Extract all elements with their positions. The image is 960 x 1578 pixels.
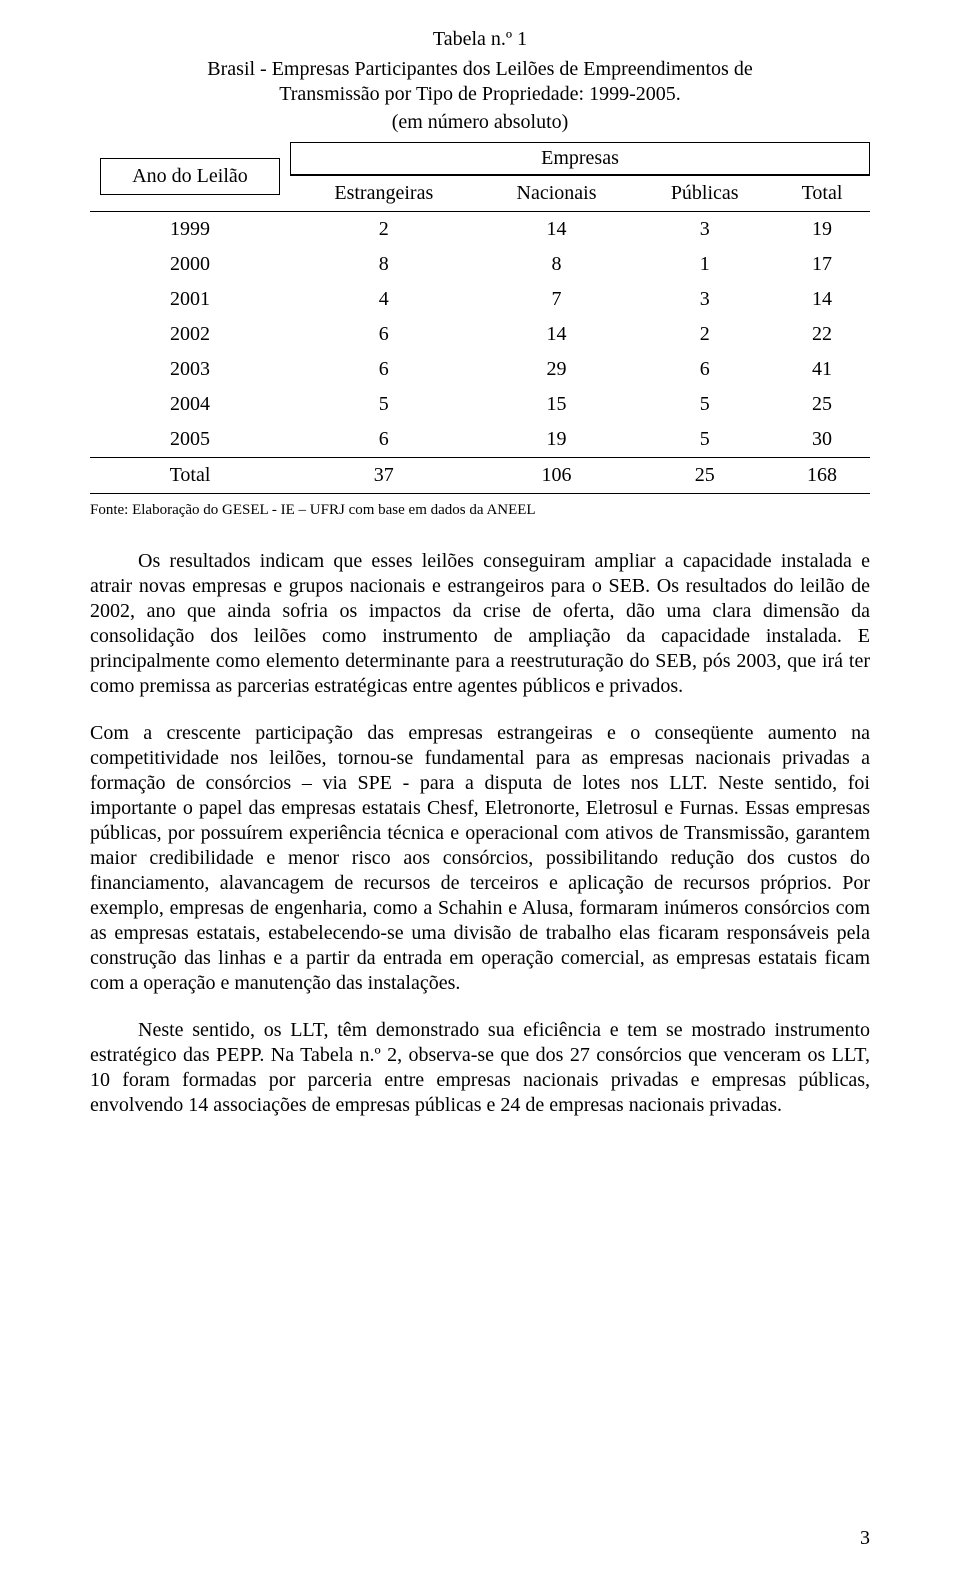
total-row: Total 37 106 25 168 [90,458,870,494]
group-header-label: Empresas [290,142,870,175]
row-header-label: Ano do Leilão [100,158,280,195]
value-cell: 2 [635,317,774,352]
value-cell: 19 [478,422,636,458]
value-cell: 14 [774,282,870,317]
value-cell: 41 [774,352,870,387]
total-cell: 168 [774,458,870,494]
value-cell: 8 [290,247,478,282]
table-note: (em número absoluto) [90,111,870,134]
row-header-cell: Ano do Leilão [90,142,290,212]
value-cell: 7 [478,282,636,317]
value-cell: 6 [290,352,478,387]
table-row: 2003 6 29 6 41 [90,352,870,387]
value-cell: 6 [290,317,478,352]
col-header: Nacionais [478,176,636,212]
col-header: Estrangeiras [290,176,478,212]
value-cell: 3 [635,282,774,317]
col-header: Públicas [635,176,774,212]
table-title: Tabela n.º 1 [90,28,870,51]
value-cell: 2 [290,212,478,248]
year-cell: 2000 [90,247,290,282]
year-cell: 1999 [90,212,290,248]
value-cell: 6 [290,422,478,458]
col-header: Total [774,176,870,212]
value-cell: 8 [478,247,636,282]
table-row: 2000 8 8 1 17 [90,247,870,282]
table-caption: Brasil - Empresas Participantes dos Leil… [160,57,800,107]
value-cell: 3 [635,212,774,248]
total-cell: 25 [635,458,774,494]
paragraph-2: Com a crescente participação das empresa… [90,721,870,996]
table-row: 2002 6 14 2 22 [90,317,870,352]
year-cell: 2002 [90,317,290,352]
table-row: 2005 6 19 5 30 [90,422,870,458]
value-cell: 5 [290,387,478,422]
paragraph-1: Os resultados indicam que esses leilões … [90,549,870,699]
total-label: Total [90,458,290,494]
table-row: 2001 4 7 3 14 [90,282,870,317]
value-cell: 14 [478,317,636,352]
year-cell: 2004 [90,387,290,422]
value-cell: 17 [774,247,870,282]
value-cell: 1 [635,247,774,282]
value-cell: 4 [290,282,478,317]
paragraph-3: Neste sentido, os LLT, têm demonstrado s… [90,1018,870,1118]
page-number: 3 [860,1527,870,1550]
total-cell: 106 [478,458,636,494]
value-cell: 15 [478,387,636,422]
value-cell: 5 [635,422,774,458]
value-cell: 14 [478,212,636,248]
value-cell: 25 [774,387,870,422]
year-cell: 2001 [90,282,290,317]
total-cell: 37 [290,458,478,494]
table-source: Fonte: Elaboração do GESEL - IE – UFRJ c… [90,502,870,519]
table-row: 1999 2 14 3 19 [90,212,870,248]
page: Tabela n.º 1 Brasil - Empresas Participa… [0,0,960,1578]
value-cell: 29 [478,352,636,387]
value-cell: 22 [774,317,870,352]
value-cell: 6 [635,352,774,387]
group-header-cell: Empresas [290,142,870,176]
value-cell: 19 [774,212,870,248]
table-row: 2004 5 15 5 25 [90,387,870,422]
value-cell: 5 [635,387,774,422]
data-table: Ano do Leilão Empresas Estrangeiras Naci… [90,142,870,494]
value-cell: 30 [774,422,870,458]
year-cell: 2005 [90,422,290,458]
year-cell: 2003 [90,352,290,387]
